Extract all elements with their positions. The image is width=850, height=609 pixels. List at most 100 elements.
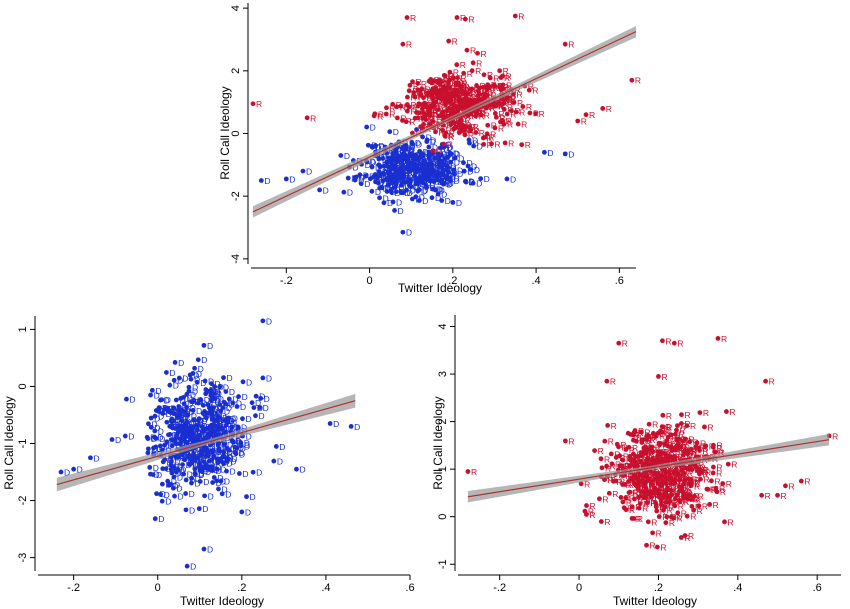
point-label-d: D — [457, 165, 463, 175]
point-d — [202, 378, 208, 384]
point-r — [429, 80, 435, 86]
point-r — [444, 108, 449, 114]
y-axis-label: Roll Call Ideology — [431, 396, 445, 489]
point-label-d: D — [477, 142, 483, 152]
point-r — [632, 430, 638, 435]
point-label-r: R — [510, 109, 516, 119]
point-label-r: R — [450, 83, 456, 93]
point-r — [592, 448, 597, 453]
point-d — [173, 467, 179, 473]
point-r — [508, 108, 514, 114]
point-r — [655, 453, 661, 459]
point-label-d: D — [429, 174, 435, 184]
point-label-r: R — [606, 104, 612, 114]
point-d — [147, 465, 153, 470]
point-label-r: R — [435, 78, 441, 88]
point-d — [381, 200, 387, 206]
point-label-d: D — [419, 162, 425, 172]
point-d — [451, 167, 457, 173]
point-label-r: R — [462, 128, 468, 138]
point-label-d: D — [403, 164, 409, 174]
point-label-d: D — [404, 171, 410, 181]
point-label-d: D — [375, 163, 381, 173]
chart-all: -.2 0 .2 .4 .6 -4 -2 0 2 4 Twitter Ideology Roll Ca… — [218, 3, 641, 295]
point-r — [441, 141, 447, 147]
point-label-d: D — [431, 163, 437, 173]
point-label-r: R — [449, 128, 455, 138]
point-label-r: R — [439, 97, 445, 107]
point-r — [695, 468, 701, 474]
point-label-d: D — [164, 490, 170, 500]
point-label-r: R — [632, 488, 638, 498]
point-label-d: D — [227, 440, 233, 450]
x-tick-label: -.2 — [493, 582, 506, 594]
point-label-d: D — [198, 470, 204, 480]
point-r — [631, 437, 636, 443]
point-r — [613, 478, 619, 484]
point-label-r: R — [519, 107, 525, 117]
point-label-d: D — [182, 406, 188, 416]
point-label-d: D — [432, 168, 438, 178]
point-r — [462, 16, 468, 22]
point-label-r: R — [622, 339, 628, 349]
point-r — [440, 127, 446, 133]
point-r — [487, 75, 493, 81]
point-label-r: R — [468, 130, 474, 140]
point-d — [427, 152, 433, 157]
point-label-d: D — [207, 341, 213, 351]
point-label-r: R — [468, 15, 474, 25]
point-r — [433, 99, 439, 105]
point-r — [563, 438, 568, 444]
point-label-r: R — [508, 138, 514, 148]
point-d — [249, 400, 255, 406]
point-r — [250, 101, 256, 107]
point-label-r: R — [769, 377, 775, 387]
point-d — [392, 174, 398, 180]
point-label-d: D — [414, 182, 420, 192]
point-d — [184, 427, 190, 433]
point-d — [201, 342, 207, 348]
point-d — [192, 472, 198, 478]
point-d — [468, 167, 474, 172]
point-label-r: R — [690, 421, 696, 431]
point-label-r: R — [650, 541, 656, 551]
point-label-d: D — [407, 171, 413, 181]
point-label-d: D — [244, 441, 250, 451]
point-d — [357, 172, 363, 178]
point-label-r: R — [461, 103, 467, 113]
point-label-d: D — [398, 183, 404, 193]
point-d — [373, 179, 378, 185]
point-d — [148, 392, 153, 398]
point-label-d: D — [466, 158, 472, 168]
point-d — [376, 156, 382, 162]
point-r — [629, 504, 635, 510]
point-label-r: R — [436, 94, 442, 104]
point-d — [171, 418, 177, 424]
point-label-r: R — [666, 422, 672, 432]
point-label-r: R — [413, 81, 419, 91]
point-label-r: R — [635, 514, 641, 524]
point-r — [605, 422, 611, 428]
point-r — [304, 115, 310, 121]
point-label-r: R — [467, 69, 473, 79]
point-label-d: D — [473, 139, 479, 149]
point-d — [393, 147, 399, 152]
point-label-d: D — [364, 179, 370, 189]
point-d — [405, 160, 411, 166]
point-label-d: D — [388, 145, 394, 155]
point-label-d: D — [430, 166, 436, 176]
x-tick-label: .2 — [654, 582, 663, 594]
point-r — [451, 75, 456, 81]
point-d — [447, 175, 453, 181]
point-label-r: R — [710, 485, 716, 495]
point-label-d: D — [382, 179, 388, 189]
point-label-d: D — [444, 157, 450, 167]
point-r — [638, 493, 644, 499]
point-label-r: R — [400, 113, 406, 123]
point-label-d: D — [424, 148, 430, 158]
point-label-d: D — [223, 400, 229, 410]
point-label-r: R — [660, 542, 666, 552]
point-label-d: D — [375, 187, 381, 197]
